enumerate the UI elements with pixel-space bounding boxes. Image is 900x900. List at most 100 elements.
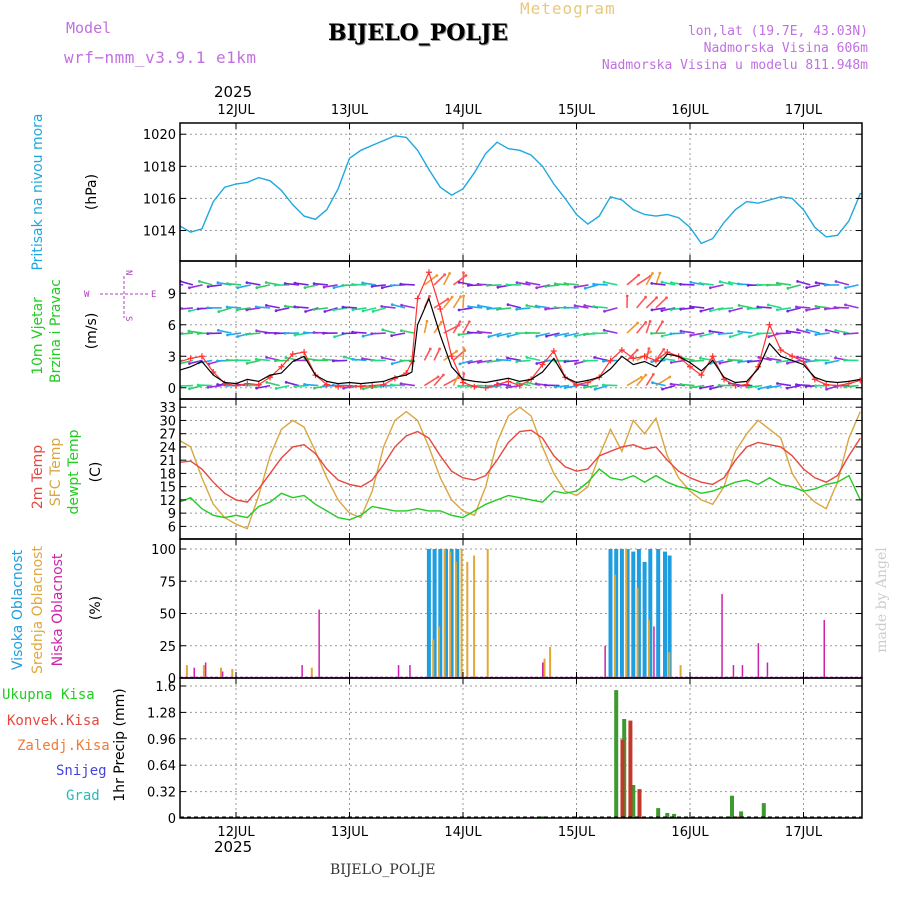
wind-arrow-head — [737, 304, 741, 307]
wind-arrow-head — [563, 386, 567, 390]
wind-arrow — [758, 384, 772, 390]
wind-arrow — [636, 296, 647, 309]
wind-arrow — [719, 359, 734, 364]
wind-arrow-head — [756, 332, 760, 335]
ytick-label: 1.6 — [155, 680, 176, 695]
wind-arrow — [294, 282, 309, 286]
wind-arrow-head — [834, 329, 838, 332]
wind-arrow — [497, 332, 512, 337]
wind-arrow-head — [545, 334, 548, 338]
wind-arrow-head — [525, 356, 529, 359]
wind-arrow — [536, 332, 550, 337]
cloud-bar-mid — [636, 587, 639, 678]
wind-arrow — [834, 306, 849, 309]
wind-arrow-head — [515, 360, 519, 363]
wind-gust-marker — [834, 382, 841, 389]
wind-arrow-head — [718, 280, 722, 284]
wind-arrow — [314, 307, 328, 311]
cloud-bar-high — [449, 549, 454, 678]
wind-arrow — [681, 356, 695, 362]
wind-arrow-head — [467, 361, 471, 365]
precip-legend-hail: Grad — [66, 788, 100, 804]
wind-arrow — [362, 307, 377, 312]
wind-arrow-head — [450, 295, 454, 299]
wind-arrow-head — [698, 281, 702, 285]
wind-arrow — [423, 376, 439, 387]
wind-arrow-head — [602, 328, 606, 332]
ytick-label: 6 — [168, 520, 176, 535]
cloud-bar-high — [631, 551, 636, 678]
wind-arrow-head — [796, 328, 799, 332]
wind-arrow-head — [563, 306, 567, 309]
wind-arrow — [585, 284, 599, 290]
wind-arrow — [458, 307, 473, 311]
wind-arrow — [236, 307, 251, 311]
wind-arrow-head — [236, 286, 240, 290]
wind-arrow-head — [361, 334, 365, 338]
wind-arrow — [645, 348, 650, 361]
wind-arrow — [565, 332, 579, 337]
wind-arrow-head — [226, 333, 229, 337]
wind-arrow — [636, 275, 651, 286]
wind-arrow-head — [158, 284, 161, 287]
wind-arrow — [825, 359, 840, 364]
wind-arrow — [748, 307, 763, 310]
wind-arrow-head — [425, 319, 429, 323]
wind-arrow — [256, 284, 271, 289]
wind-arrow-head — [650, 332, 653, 335]
wind-arrow-head — [158, 384, 161, 387]
wind-arrow — [488, 332, 502, 338]
xtick-label-top: 17JUL — [785, 103, 823, 118]
wind-arrow-head — [168, 306, 171, 309]
wind-arrow — [478, 304, 493, 309]
wind-arrow-head — [814, 304, 818, 308]
wind-arrow — [738, 359, 753, 363]
cloud-bar-high — [663, 551, 667, 678]
wind-arrow-head — [283, 331, 287, 335]
wind-arrow — [584, 384, 599, 389]
wind-arrow — [604, 307, 618, 313]
wind-arrow — [806, 329, 821, 334]
wind-arrow-head — [370, 332, 374, 336]
wind-arrow-head — [505, 283, 509, 287]
wind-arrow-head — [341, 305, 345, 309]
wind-arrow-head — [196, 307, 200, 311]
wind-gust-marker — [709, 353, 716, 360]
wind-arrow — [423, 348, 432, 361]
xtick-label-bottom: 16JUL — [671, 825, 709, 840]
wind-arrow-head — [188, 309, 191, 313]
wind-arrow-head — [332, 308, 336, 312]
wind-arrow-head — [786, 361, 789, 365]
wind-arrow-head — [390, 362, 394, 366]
ytick-label: 6 — [168, 319, 176, 334]
wind-arrow — [487, 307, 502, 310]
wind-arrow — [516, 307, 531, 311]
wind-arrow-head — [245, 361, 249, 365]
wind-arrow — [391, 332, 406, 337]
wind-arrow — [180, 307, 193, 310]
wind-arrow-head — [563, 360, 567, 364]
wind-gust-marker — [857, 377, 862, 384]
ytick-label: 15 — [159, 481, 176, 496]
wind-arrow — [256, 384, 271, 389]
wind-arrow-head — [689, 386, 692, 390]
cloud-bar-high — [614, 549, 619, 678]
wind-arrow-head — [544, 383, 547, 387]
wind-arrow-head — [435, 274, 439, 277]
wind-arrow — [266, 356, 280, 362]
wind-arrow-head — [304, 310, 307, 313]
wind-arrow — [787, 384, 801, 389]
cloud-bar-high — [432, 549, 437, 678]
wind-arrow-head — [206, 306, 210, 310]
wind-arrow — [256, 306, 271, 309]
wind-arrow-head — [766, 386, 770, 390]
xtick-label-top: 14JUL — [444, 103, 482, 118]
wind-arrow-head — [293, 305, 297, 309]
wind-arrow-head — [544, 307, 547, 311]
ytick-label: 12 — [159, 494, 176, 509]
wind-arrow-head — [786, 309, 790, 313]
wind-gust-marker — [516, 382, 523, 389]
wind-arrow-head — [651, 381, 654, 385]
temp-line-dewpt — [180, 468, 861, 521]
wind-arrow-head — [582, 333, 586, 336]
